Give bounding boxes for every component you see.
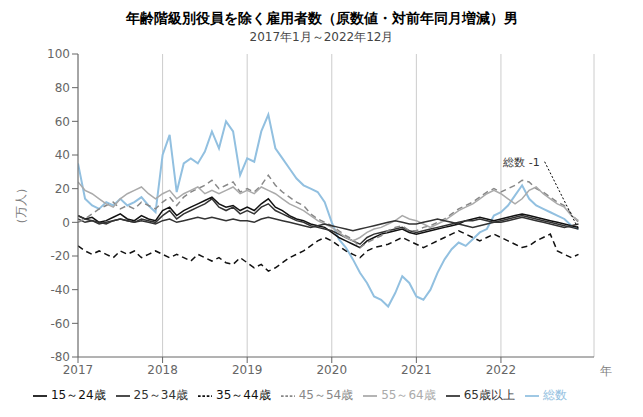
svg-text:2021: 2021 — [401, 363, 432, 377]
svg-text:60: 60 — [55, 115, 70, 129]
svg-text:2017: 2017 — [63, 363, 94, 377]
svg-text:-80: -80 — [50, 350, 70, 364]
svg-text:0: 0 — [62, 216, 70, 230]
svg-text:2018: 2018 — [147, 363, 178, 377]
html-text:35～44歳: 35～44歳 — [216, 388, 271, 402]
html-text:65歳以上: 65歳以上 — [463, 388, 515, 402]
svg-text:2022: 2022 — [486, 363, 517, 377]
svg-text:年: 年 — [600, 364, 612, 378]
svg-text:100: 100 — [47, 47, 70, 61]
svg-text:20: 20 — [55, 182, 70, 196]
svg-text:-20: -20 — [50, 249, 70, 263]
svg-text:2019: 2019 — [232, 363, 263, 377]
html-text:年齢階級別役員を除く雇用者数（原数値・対前年同月増減）男: 年齢階級別役員を除く雇用者数（原数値・対前年同月増減）男 — [125, 10, 518, 26]
svg-text:40: 40 — [55, 148, 70, 162]
html-text:総数: 総数 — [543, 388, 567, 402]
html-text:25～34歳: 25～34歳 — [133, 388, 189, 402]
svg-text:-60: -60 — [50, 317, 70, 331]
html-text:45～54歳: 45～54歳 — [298, 388, 354, 402]
svg-text:総数 -1: 総数 -1 — [502, 156, 539, 169]
svg-text:2020: 2020 — [316, 363, 347, 377]
svg-text:（万人）: （万人） — [14, 182, 28, 230]
svg-text:-40: -40 — [50, 283, 70, 297]
html-text:15～24歳: 15～24歳 — [51, 388, 106, 402]
svg-text:80: 80 — [55, 81, 70, 95]
html-text:2017年1月～2022年12月: 2017年1月～2022年12月 — [249, 30, 394, 44]
html-text:55～64歳: 55～64歳 — [381, 388, 436, 402]
